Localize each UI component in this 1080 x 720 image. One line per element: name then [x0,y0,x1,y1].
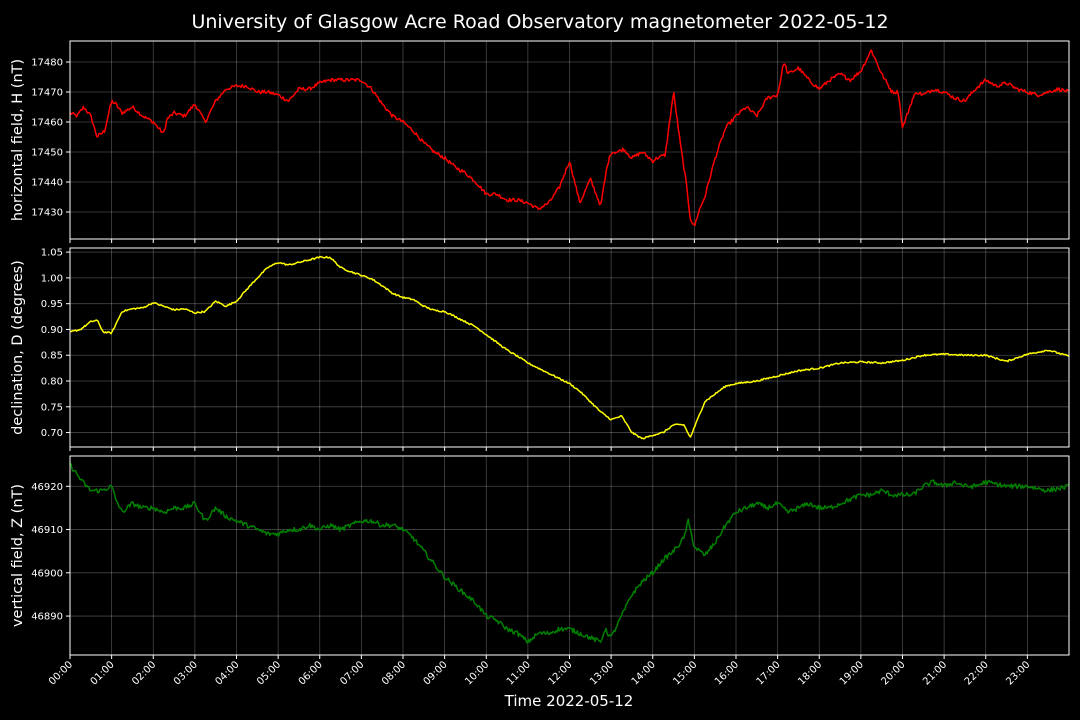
y-tick-label: 46900 [31,568,63,579]
y-axis-label: declination, D (degrees) [10,260,26,435]
y-axis-label: vertical field, Z (nT) [10,484,26,627]
axes-frame [69,40,1070,240]
series-line [69,462,1070,644]
series-line [69,49,1070,227]
y-tick-label: 0.75 [41,402,63,413]
y-tick-label: 17440 [31,178,63,189]
y-tick-label: 46920 [31,482,63,493]
axes-frame [69,247,1070,448]
x-axis-label: Time 2022-05-12 [504,692,634,710]
y-tick-label: 17450 [31,148,63,159]
series-line [69,255,1070,440]
y-tick-label: 1.05 [41,248,63,259]
y-tick-label: 17480 [31,58,63,69]
y-tick-label: 17430 [31,208,63,219]
y-tick-label: 0.85 [41,351,63,362]
y-tick-label: 0.80 [41,377,63,388]
y-tick-label: 46910 [31,525,63,536]
y-tick-label: 1.00 [41,273,63,284]
y-tick-label: 17470 [31,88,63,99]
y-tick-label: 0.90 [41,325,63,336]
y-tick-label: 17460 [31,118,63,129]
chart-title: University of Glasgow Acre Road Observat… [191,11,888,33]
y-axis-label: horizontal field, H (nT) [10,59,26,221]
y-tick-label: 46890 [31,612,63,623]
y-tick-label: 0.95 [41,299,63,310]
axes-frame [69,455,1070,656]
y-tick-label: 0.70 [41,428,63,439]
